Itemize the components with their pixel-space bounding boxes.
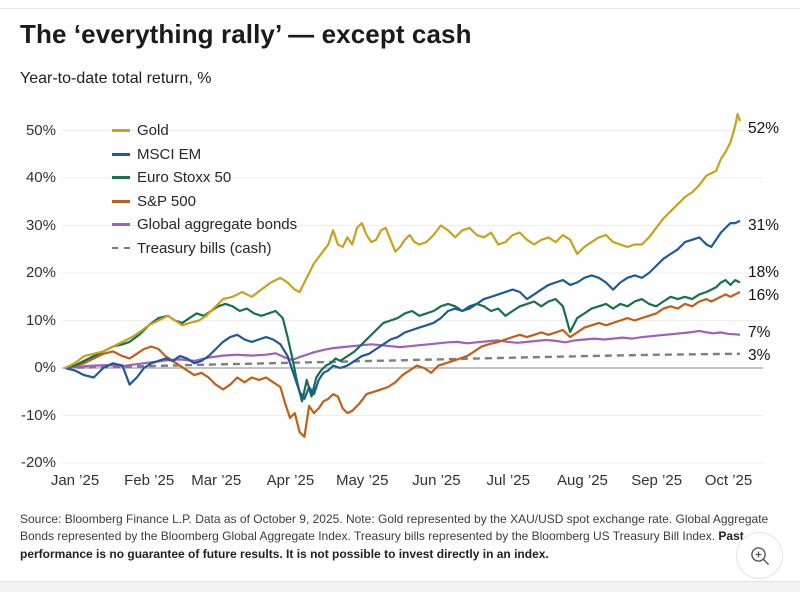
x-tick-label: Feb ’25 [124, 472, 175, 489]
legend-label: Euro Stoxx 50 [137, 169, 232, 187]
legend-label: Treasury bills (cash) [137, 239, 272, 257]
y-tick-label: -10% [20, 406, 56, 424]
source-note-text: Source: Bloomberg Finance L.P. Data as o… [20, 512, 769, 544]
x-tick-label: Jan ’25 [50, 472, 100, 489]
disclaimer-text: Past performance is no guarantee of futu… [20, 529, 744, 561]
legend-label: Gold [137, 122, 169, 140]
bottom-bar [0, 581, 800, 592]
x-tick-label: Apr ’25 [266, 472, 315, 489]
series-end-label: 18% [748, 263, 780, 281]
legend-swatch [112, 223, 130, 227]
legend-item: Treasury bills (cash) [112, 237, 297, 261]
x-tick-label: Jun ’25 [412, 472, 461, 489]
top-divider [0, 8, 800, 9]
zoom-in-button[interactable] [736, 532, 783, 579]
y-tick-label: 10% [25, 311, 56, 329]
series-line-s-p-500 [64, 291, 741, 438]
y-tick-label: 0% [34, 359, 56, 376]
page-title: The ‘everything rally’ — except cash [20, 19, 472, 49]
series-line-msci-em [64, 219, 741, 400]
zoom-in-icon [750, 546, 769, 565]
legend-label: MSCI EM [137, 145, 202, 163]
series-end-label: 7% [748, 323, 771, 341]
legend-item: Global aggregate bonds [112, 213, 297, 237]
y-tick-label: 40% [25, 169, 56, 186]
legend: Gold MSCI EM Euro Stoxx 50 S&P 500 Global ag… [112, 119, 297, 260]
series-line-global-aggregate-bonds [64, 329, 741, 370]
legend-swatch [112, 176, 130, 180]
series-line-treasury-bills-cash- [64, 352, 741, 370]
legend-label: S&P 500 [137, 192, 196, 210]
legend-swatch [112, 129, 130, 133]
x-tick-label: Sep ’25 [631, 472, 683, 489]
y-tick-label: 50% [25, 121, 56, 139]
chart-subtitle: Year-to-date total return, % [20, 70, 212, 87]
series-line-euro-stoxx-50 [64, 279, 741, 403]
plot-area [62, 112, 763, 464]
series-end-label: 16% [748, 287, 780, 304]
series-line-gold [64, 112, 742, 369]
legend-swatch [112, 247, 130, 250]
ytd-return-chart: 50% 40% 30% 20% 10% 0% -10% -20% Jan ’25 Feb ’25… [0, 95, 800, 510]
legend-item: Euro Stoxx 50 [112, 166, 297, 190]
series-end-label: 52% [748, 120, 780, 137]
x-tick-label: May ’25 [335, 472, 389, 489]
y-tick-label: 30% [25, 216, 56, 234]
legend-label: Global aggregate bonds [137, 216, 298, 234]
legend-item: MSCI EM [112, 143, 297, 167]
x-tick-label: Mar ’25 [191, 472, 242, 489]
x-tick-label: Oct ’25 [704, 472, 753, 489]
y-tick-label: 20% [25, 264, 56, 281]
x-tick-label: Aug ’25 [557, 472, 608, 489]
legend-swatch [112, 152, 130, 156]
legend-item: Gold [112, 119, 297, 143]
legend-swatch [112, 199, 130, 203]
series-end-label: 3% [748, 346, 771, 364]
y-tick-label: -20% [20, 454, 56, 471]
source-note: Source: Bloomberg Finance L.P. Data as o… [20, 511, 776, 563]
series-end-label: 31% [748, 216, 780, 234]
x-tick-label: Jul ’25 [486, 472, 530, 489]
legend-item: S&P 500 [112, 190, 297, 214]
